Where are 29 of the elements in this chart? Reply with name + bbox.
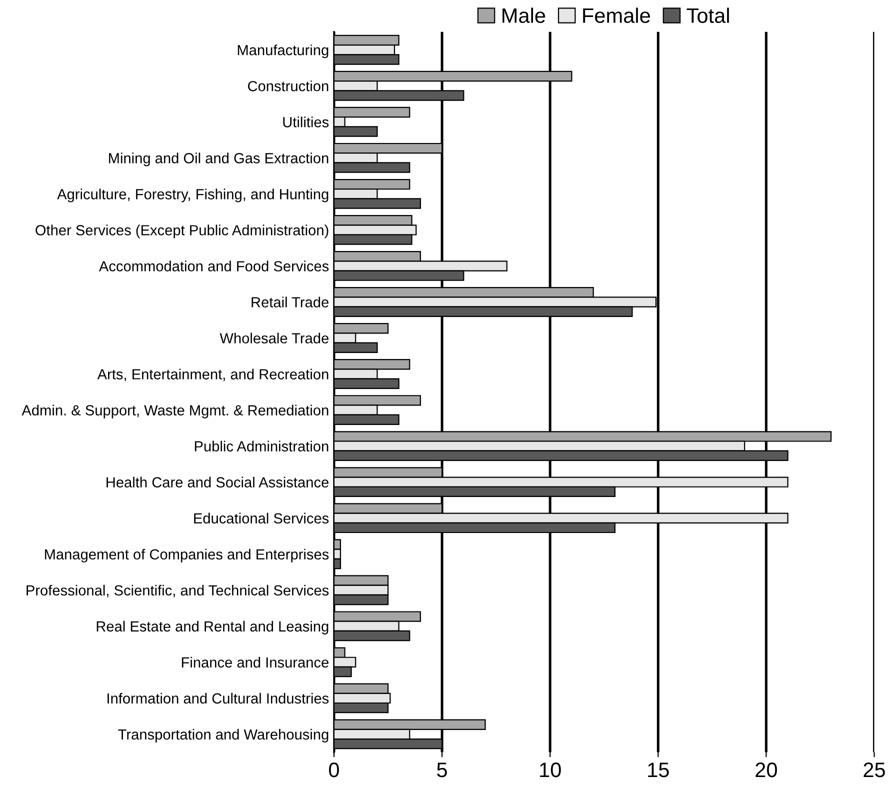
y-tick-label: Mining and Oil and Gas Extraction — [109, 152, 328, 166]
x-tick-label: 5 — [437, 762, 447, 778]
legend-label: Male — [502, 8, 546, 23]
y-tick-label: Wholesale Trade — [220, 332, 328, 344]
x-tick-label: 10 — [540, 762, 561, 778]
y-tick-label: Utilities — [283, 116, 329, 128]
y-tick-label: Manufacturing — [238, 44, 328, 58]
y-tick-label: Management of Companies and Enterprises — [44, 548, 329, 562]
x-tick-label: 0 — [329, 762, 339, 778]
legend-label: Female — [583, 8, 650, 23]
y-tick-label: Admin. & Support, Waste Mgmt. & Remediation — [22, 404, 328, 418]
y-tick-label: Real Estate and Rental and Leasing — [96, 620, 328, 634]
legend-label: Total — [686, 8, 729, 23]
y-tick-label: Public Administration — [194, 440, 328, 452]
x-tick-label: 20 — [756, 762, 777, 778]
y-tick-label: Accommodation and Food Services — [98, 260, 329, 272]
y-tick-label: Construction — [248, 80, 328, 92]
y-tick-label: Transportation and Warehousing — [118, 728, 328, 743]
x-tick-label: 15 — [648, 762, 669, 778]
y-tick-label: Finance and Insurance — [182, 656, 328, 668]
y-tick-label: Educational Services — [194, 512, 329, 524]
y-tick-label: Information and Cultural Industries — [108, 692, 329, 704]
y-tick-label: Agriculture, Forestry, Fishing, and Hunting — [57, 188, 328, 202]
x-tick-label: 25 — [864, 762, 885, 778]
y-tick-label: Arts, Entertainment, and Recreation — [97, 368, 328, 382]
y-tick-label: Retail Trade — [252, 296, 328, 308]
y-tick-label: Professional, Scientific, and Technical Services — [26, 584, 329, 598]
y-tick-label: Other Services (Except Public Administration) — [36, 224, 328, 238]
y-tick-label: Health Care and Social Assistance — [106, 476, 328, 488]
